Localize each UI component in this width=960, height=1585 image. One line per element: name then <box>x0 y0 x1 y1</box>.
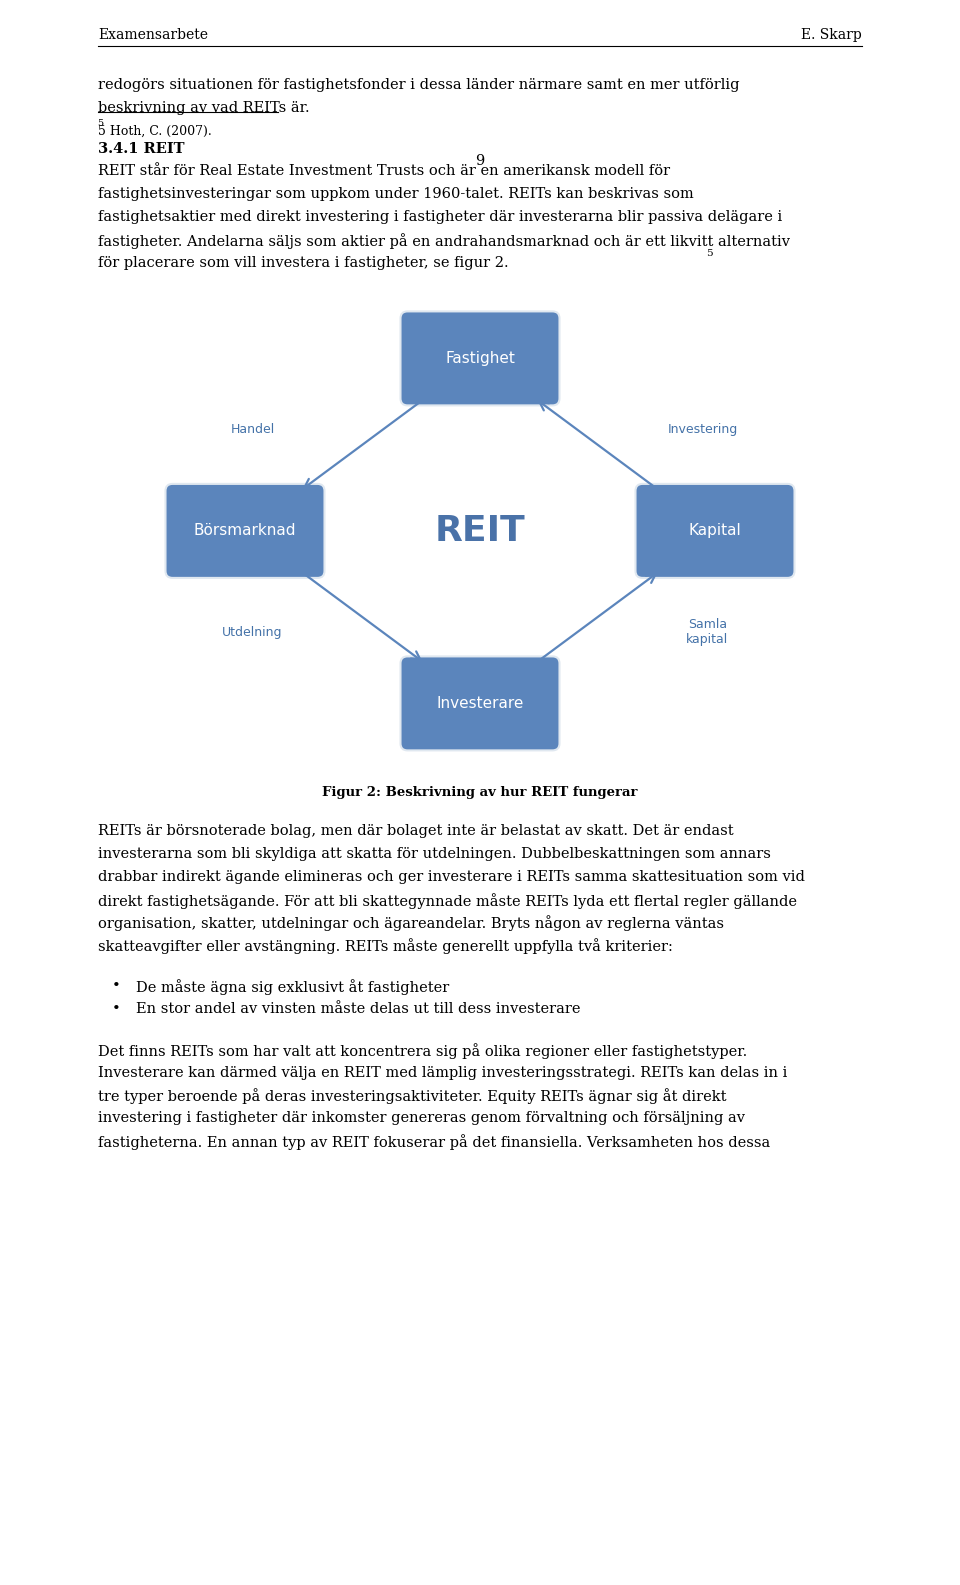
Text: REIT står för Real Estate Investment Trusts och är en amerikansk modell för: REIT står för Real Estate Investment Tru… <box>98 165 670 179</box>
Text: redogörs situationen för fastighetsfonder i dessa länder närmare samt en mer utf: redogörs situationen för fastighetsfonde… <box>98 78 739 92</box>
Text: Investering: Investering <box>667 423 737 436</box>
Text: REITs är börsnoterade bolag, men där bolaget inte är belastat av skatt. Det är e: REITs är börsnoterade bolag, men där bol… <box>98 824 733 838</box>
Text: fastighetsinvesteringar som uppkom under 1960-talet. REITs kan beskrivas som: fastighetsinvesteringar som uppkom under… <box>98 187 694 201</box>
FancyBboxPatch shape <box>636 483 795 579</box>
Text: fastighetsaktier med direkt investering i fastigheter där investerarna blir pass: fastighetsaktier med direkt investering … <box>98 209 782 223</box>
Text: fastigheterna. En annan typ av REIT fokuserar på det finansiella. Verksamheten h: fastigheterna. En annan typ av REIT foku… <box>98 1133 770 1149</box>
Text: Det finns REITs som har valt att koncentrera sig på olika regioner eller fastigh: Det finns REITs som har valt att koncent… <box>98 1043 747 1059</box>
Text: fastigheter. Andelarna säljs som aktier på en andrahandsmarknad och är ett likvi: fastigheter. Andelarna säljs som aktier … <box>98 233 790 249</box>
Text: Utdelning: Utdelning <box>223 626 283 639</box>
FancyBboxPatch shape <box>400 656 560 750</box>
Text: 9: 9 <box>475 154 485 168</box>
Text: Investerare kan därmed välja en REIT med lämplig investeringsstrategi. REITs kan: Investerare kan därmed välja en REIT med… <box>98 1065 787 1079</box>
Text: 5: 5 <box>97 119 103 127</box>
Text: Figur 2: Beskrivning av hur REIT fungerar: Figur 2: Beskrivning av hur REIT fungera… <box>323 786 637 799</box>
Text: E. Skarp: E. Skarp <box>802 29 862 41</box>
FancyBboxPatch shape <box>165 483 324 579</box>
Text: beskrivning av vad REITs är.: beskrivning av vad REITs är. <box>98 101 310 114</box>
Text: Fastighet: Fastighet <box>445 350 515 366</box>
Text: investerarna som bli skyldiga att skatta för utdelningen. Dubbelbeskattningen so: investerarna som bli skyldiga att skatta… <box>98 848 771 861</box>
Text: 3.4.1 REIT: 3.4.1 REIT <box>98 141 184 155</box>
Text: organisation, skatter, utdelningar och ägareandelar. Bryts någon av reglerna vän: organisation, skatter, utdelningar och ä… <box>98 916 724 932</box>
Text: för placerare som vill investera i fastigheter, se figur 2.: för placerare som vill investera i fasti… <box>98 255 509 269</box>
Text: Kapital: Kapital <box>688 523 741 539</box>
Text: Börsmarknad: Börsmarknad <box>194 523 297 539</box>
Text: En stor andel av vinsten måste delas ut till dess investerare: En stor andel av vinsten måste delas ut … <box>136 1002 581 1016</box>
Text: investering i fastigheter där inkomster genereras genom förvaltning och försäljn: investering i fastigheter där inkomster … <box>98 1111 745 1125</box>
Text: direkt fastighetsägande. För att bli skattegynnade måste REITs lyda ett flertal : direkt fastighetsägande. För att bli ska… <box>98 892 797 908</box>
Text: REIT: REIT <box>435 514 525 548</box>
Text: 5 Hoth, C. (2007).: 5 Hoth, C. (2007). <box>98 125 212 138</box>
Text: 5: 5 <box>706 249 712 258</box>
Text: skatteavgifter eller avstängning. REITs måste generellt uppfylla två kriterier:: skatteavgifter eller avstängning. REITs … <box>98 938 673 954</box>
FancyBboxPatch shape <box>400 311 560 406</box>
Text: drabbar indirekt ägande elimineras och ger investerare i REITs samma skattesitua: drabbar indirekt ägande elimineras och g… <box>98 870 804 884</box>
Text: tre typer beroende på deras investeringsaktiviteter. Equity REITs ägnar sig åt d: tre typer beroende på deras investerings… <box>98 1089 727 1105</box>
Text: Handel: Handel <box>230 423 275 436</box>
Text: Investerare: Investerare <box>436 696 524 712</box>
Text: Samla
kapital: Samla kapital <box>686 618 729 647</box>
Text: De måste ägna sig exklusivt åt fastigheter: De måste ägna sig exklusivt åt fastighet… <box>136 980 449 995</box>
Text: •: • <box>111 980 120 994</box>
Text: Examensarbete: Examensarbete <box>98 29 208 41</box>
Text: •: • <box>111 1002 120 1016</box>
